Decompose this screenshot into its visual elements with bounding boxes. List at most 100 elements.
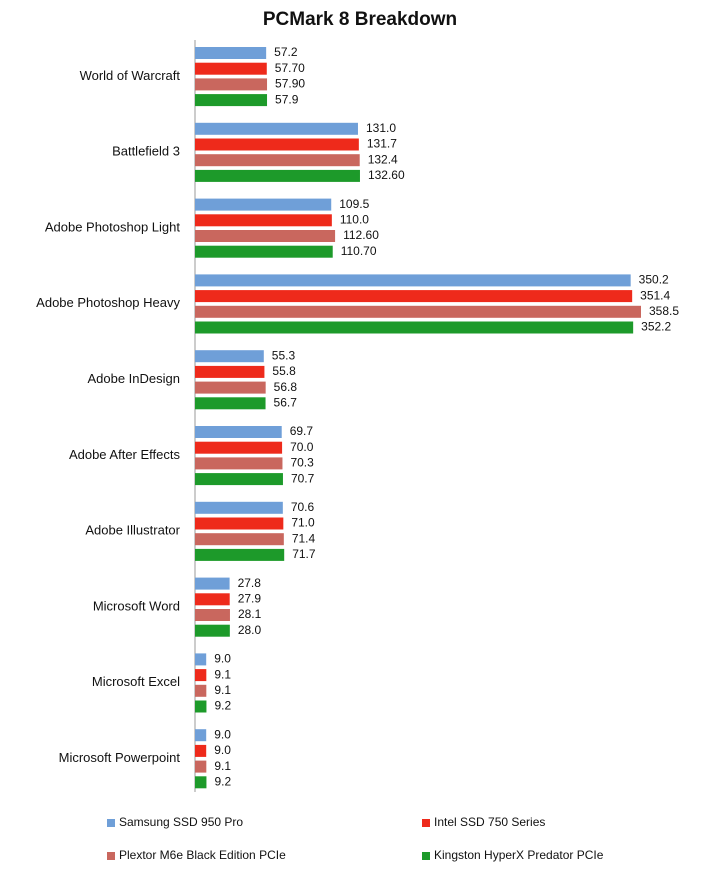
value-label: 57.2	[274, 45, 298, 59]
value-label: 69.7	[290, 424, 314, 438]
bar	[195, 365, 265, 378]
value-label: 55.8	[272, 364, 296, 378]
value-label: 110.70	[341, 244, 377, 258]
value-label: 28.1	[238, 607, 262, 621]
bar	[195, 169, 360, 182]
bar	[195, 729, 207, 742]
value-label: 9.0	[214, 727, 231, 741]
bar	[195, 274, 631, 287]
value-label: 132.4	[368, 152, 398, 166]
value-label: 71.0	[291, 516, 315, 530]
category-label: Adobe After Effects	[69, 447, 181, 462]
value-label: 70.0	[290, 440, 314, 454]
bar	[195, 577, 230, 590]
value-label: 9.2	[214, 699, 231, 713]
bar	[195, 473, 283, 486]
bar	[195, 609, 230, 621]
value-label: 71.7	[292, 547, 316, 561]
bar	[195, 684, 207, 697]
value-label: 57.9	[275, 92, 299, 106]
value-label: 109.5	[339, 197, 369, 211]
legend-swatch	[107, 852, 115, 860]
value-label: 28.0	[238, 623, 262, 637]
bar	[195, 198, 332, 211]
bar	[195, 94, 268, 107]
category-label: Microsoft Powerpoint	[59, 750, 181, 765]
value-label: 112.60	[343, 228, 379, 242]
bar	[195, 78, 268, 91]
bar	[195, 245, 333, 258]
bar	[195, 624, 230, 637]
category-label: World of Warcraft	[80, 68, 181, 83]
bar	[195, 669, 207, 682]
bar	[195, 426, 282, 438]
value-label: 57.90	[275, 77, 305, 91]
category-label: Battlefield 3	[112, 144, 180, 159]
value-label: 9.1	[214, 759, 231, 773]
bar	[195, 593, 230, 606]
legend-swatch	[422, 819, 430, 827]
legend-label: Samsung SSD 950 Pro	[119, 815, 243, 829]
bar	[195, 533, 284, 546]
category-label: Adobe InDesign	[87, 371, 180, 386]
value-label: 27.8	[238, 576, 262, 590]
legend-swatch	[107, 819, 115, 827]
bar	[195, 744, 207, 757]
bar	[195, 501, 283, 514]
bar	[195, 350, 264, 363]
bar	[195, 397, 266, 410]
value-label: 27.9	[238, 591, 262, 605]
value-label: 55.3	[272, 348, 296, 362]
value-label: 110.0	[340, 212, 369, 226]
bar	[195, 214, 332, 227]
legend-label: Intel SSD 750 Series	[434, 815, 545, 829]
value-label: 352.2	[641, 320, 671, 334]
value-label: 9.2	[214, 774, 231, 788]
bar	[195, 122, 358, 135]
value-label: 56.8	[274, 380, 298, 394]
bar	[195, 290, 633, 303]
value-label: 9.0	[214, 652, 231, 666]
value-label: 350.2	[639, 273, 669, 287]
category-label: Adobe Photoshop Light	[45, 219, 181, 234]
bar	[195, 441, 283, 454]
bar	[195, 700, 207, 713]
value-label: 56.7	[274, 395, 298, 409]
value-label: 9.1	[214, 667, 231, 681]
bar	[195, 776, 207, 789]
category-label: Adobe Photoshop Heavy	[36, 295, 180, 310]
bar	[195, 47, 267, 59]
bar	[195, 154, 360, 167]
value-label: 9.0	[214, 743, 231, 757]
bar	[195, 457, 283, 470]
category-label: Adobe Illustrator	[85, 523, 180, 538]
legend-label: Plextor M6e Black Edition PCIe	[119, 848, 286, 862]
value-label: 57.70	[275, 61, 305, 75]
bar	[195, 548, 285, 561]
bar	[195, 138, 359, 151]
bar	[195, 760, 207, 773]
bar	[195, 653, 207, 666]
category-label: Microsoft Excel	[92, 674, 180, 689]
category-label: Microsoft Word	[93, 598, 180, 613]
value-label: 70.6	[291, 500, 315, 514]
legend-label: Kingston HyperX Predator PCIe	[434, 848, 604, 862]
value-label: 358.5	[649, 304, 679, 318]
value-label: 131.7	[367, 137, 397, 151]
value-label: 9.1	[214, 683, 231, 697]
value-label: 70.3	[290, 456, 314, 470]
value-label: 132.60	[368, 168, 405, 182]
chart-title: PCMark 8 Breakdown	[263, 9, 457, 30]
bar	[195, 517, 284, 530]
bar	[195, 305, 641, 318]
bar	[195, 321, 634, 334]
legend-swatch	[422, 852, 430, 860]
value-label: 351.4	[640, 288, 670, 302]
bar	[195, 62, 267, 75]
value-label: 70.7	[291, 471, 315, 485]
value-label: 131.0	[366, 121, 396, 135]
value-label: 71.4	[292, 531, 316, 545]
bar	[195, 381, 266, 394]
bar	[195, 230, 336, 242]
